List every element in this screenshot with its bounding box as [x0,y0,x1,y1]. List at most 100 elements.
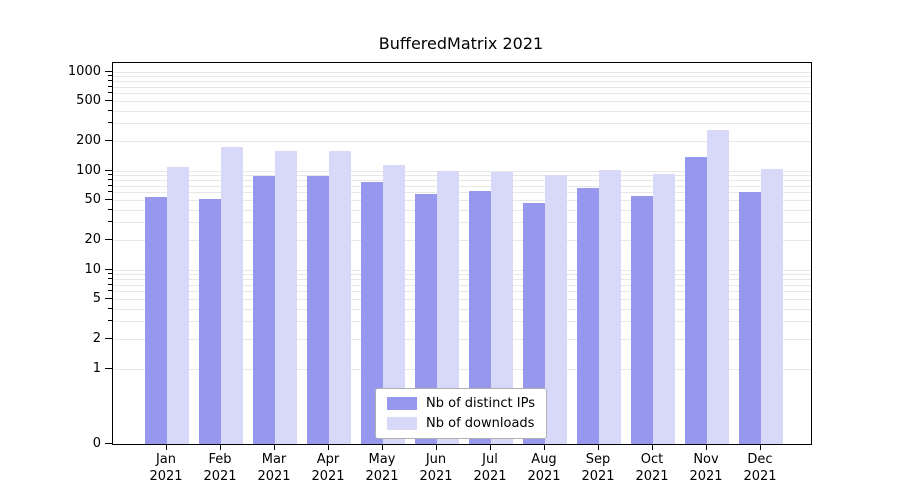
bar-distinct-ips-jul-2021 [469,190,491,444]
gridline [113,299,811,301]
bar-distinct-ips-dec-2021 [739,191,761,444]
gridline [113,222,811,224]
x-tick-mark [166,445,167,450]
gridline [113,170,811,172]
y-tick-mark [105,298,112,300]
y-minor-tick-mark [108,174,112,176]
legend-swatch-downloads [387,417,418,430]
bar-downloads-may-2021 [383,164,405,444]
x-tick-label: Aug 2021 [512,451,576,485]
bar-distinct-ips-mar-2021 [253,176,275,444]
x-tick-label-line: 2021 [689,469,723,484]
x-tick-label-line: 2021 [473,469,507,484]
legend: Nb of distinct IPs Nb of downloads [375,388,547,439]
x-tick-label-line: 2021 [365,469,399,484]
y-minor-tick-mark [108,221,112,223]
y-tick-mark [105,337,112,339]
bar-downloads-mar-2021 [275,150,297,444]
chart-title: BufferedMatrix 2021 [378,34,544,53]
x-tick-mark [274,445,275,450]
x-tick-label: Dec 2021 [728,451,792,485]
bar-downloads-sep-2021 [599,170,621,444]
legend-swatch-distinct-ips [387,397,418,410]
x-tick-label-line: Mar [261,452,287,467]
gridline [113,76,811,78]
x-tick-label: Oct 2021 [620,451,684,485]
gridline [113,86,811,88]
y-tick-label: 10 [84,261,101,277]
bar-downloads-nov-2021 [707,129,729,444]
gridline [113,175,811,177]
x-tick-label-line: 2021 [419,469,453,484]
gridline [113,71,811,73]
gridline [113,180,811,182]
x-tick-label-line: Oct [640,452,664,467]
gridline [113,321,811,323]
bar-distinct-ips-sep-2021 [577,187,599,444]
y-minor-tick-mark [108,75,112,77]
x-tick-label-line: Jul [482,452,498,467]
y-tick-mark [105,169,112,171]
y-tick-mark [105,238,112,240]
y-tick-label: 2 [92,330,101,346]
x-tick-label-line: Apr [316,452,340,467]
y-minor-tick-mark [108,80,112,82]
bar-distinct-ips-apr-2021 [307,175,329,444]
x-tick-label-line: 2021 [635,469,669,484]
gridline [113,93,811,95]
x-tick-label: Jun 2021 [404,451,468,485]
gridline [113,284,811,286]
x-tick-label-line: Feb [208,452,232,467]
x-tick-mark [382,445,383,450]
gridline [113,274,811,276]
bar-downloads-apr-2021 [329,150,351,444]
y-tick-mark [105,139,112,141]
y-tick-label: 0 [92,435,101,451]
plot-area [112,62,812,445]
bar-downloads-feb-2021 [221,146,243,444]
y-minor-tick-mark [108,109,112,111]
y-tick-mark [105,268,112,270]
y-tick-label: 500 [76,93,101,109]
y-tick-label: 5 [92,291,101,307]
legend-item-downloads: Nb of downloads [387,416,535,431]
gridline [113,209,811,211]
gridline [113,239,811,241]
y-tick-mark [105,442,112,444]
bar-distinct-ips-jun-2021 [415,194,437,444]
y-minor-tick-mark [108,184,112,186]
y-minor-tick-mark [108,92,112,94]
x-tick-label: Nov 2021 [674,451,738,485]
y-tick-mark [105,70,112,72]
x-tick-mark [652,445,653,450]
x-tick-mark [544,445,545,450]
bar-downloads-oct-2021 [653,174,675,444]
gridline [113,291,811,293]
y-minor-tick-mark [108,290,112,292]
y-minor-tick-mark [108,320,112,322]
x-tick-label-line: Aug [531,452,557,467]
x-tick-label: Jan 2021 [134,451,198,485]
gridline [113,269,811,271]
x-tick-label-line: May [368,452,396,467]
x-tick-label-line: 2021 [149,469,183,484]
gridline [113,110,811,112]
y-tick-label: 1 [92,360,101,376]
bar-downloads-jan-2021 [167,166,189,444]
x-tick-mark [328,445,329,450]
x-tick-label: Mar 2021 [242,451,306,485]
y-minor-tick-mark [108,283,112,285]
y-minor-tick-mark [108,85,112,87]
x-tick-label: Sep 2021 [566,451,630,485]
bar-distinct-ips-oct-2021 [631,195,653,444]
x-tick-mark [220,445,221,450]
gridline [113,279,811,281]
y-tick-label: 100 [76,162,101,178]
x-tick-label: Jul 2021 [458,451,522,485]
y-tick-label: 1000 [67,63,101,79]
gridline [113,140,811,142]
x-tick-mark [490,445,491,450]
bar-downloads-dec-2021 [761,168,783,444]
y-minor-tick-mark [108,208,112,210]
gridline [113,368,811,370]
